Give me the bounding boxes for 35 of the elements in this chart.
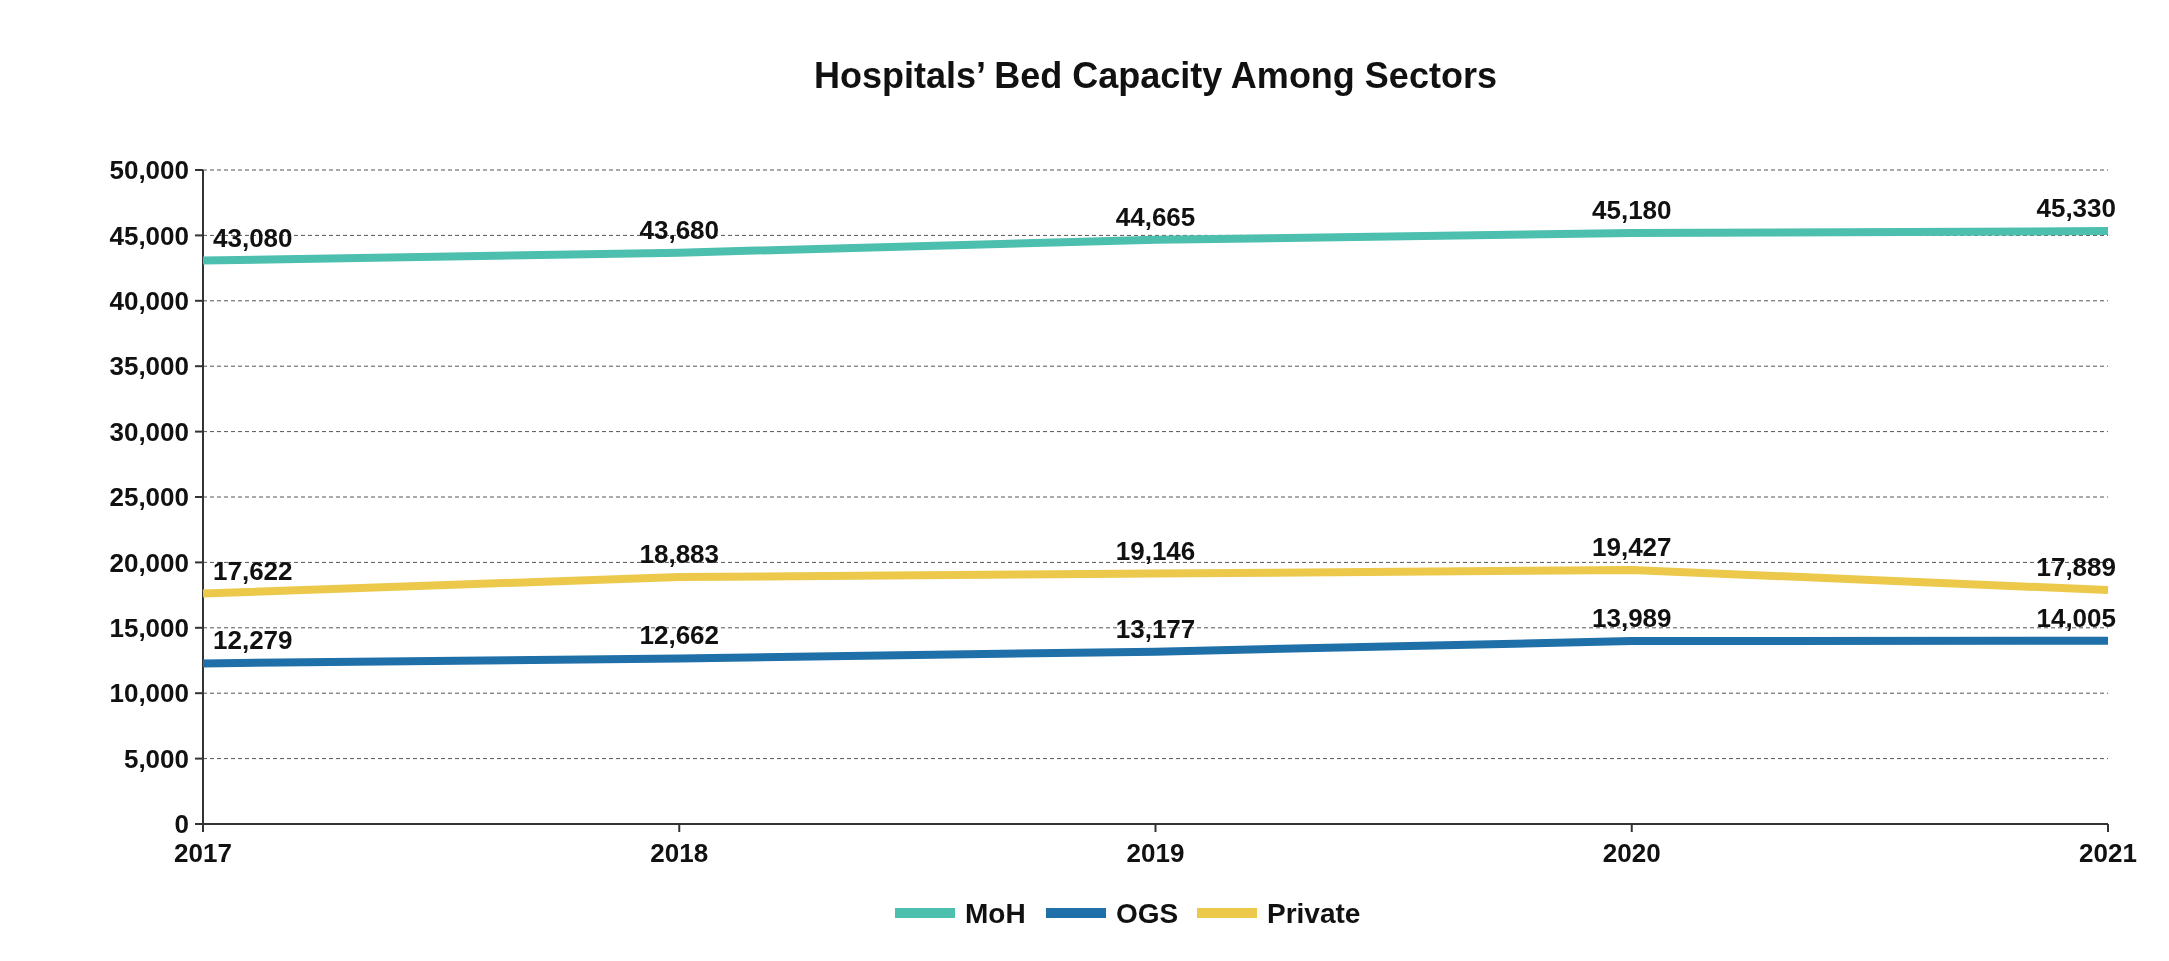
y-tick-label: 10,000 <box>109 678 189 709</box>
y-tick-label: 50,000 <box>109 155 189 186</box>
y-tick-label: 5,000 <box>123 743 189 774</box>
data-label: 19,146 <box>1115 535 1196 566</box>
data-label: 14,005 <box>2036 602 2116 633</box>
x-tick-label: 2019 <box>1126 838 1185 868</box>
data-label: 17,889 <box>2036 552 2116 583</box>
x-tick-label: 2017 <box>174 838 232 868</box>
data-label: 45,330 <box>2036 193 2116 224</box>
data-label: 17,622 <box>213 555 293 586</box>
y-tick-label: 45,000 <box>109 220 189 251</box>
data-label: 45,180 <box>1591 195 1672 226</box>
y-tick-label: 30,000 <box>109 416 189 447</box>
y-tick-label: 20,000 <box>109 547 189 578</box>
y-tick-label: 35,000 <box>109 351 189 382</box>
legend-label: MoH <box>965 897 1026 929</box>
data-label: 13,989 <box>1591 603 1672 634</box>
legend-label: Private <box>1267 897 1361 929</box>
x-tick-label: 2021 <box>2079 838 2137 868</box>
legend-label: OGS <box>1116 897 1179 929</box>
data-label: 19,427 <box>1591 531 1672 562</box>
y-tick-label: 15,000 <box>109 612 189 643</box>
chart-title: Hospitals’ Bed Capacity Among Sectors <box>814 55 1497 96</box>
data-label: 12,662 <box>639 620 720 651</box>
data-label: 44,665 <box>1115 201 1196 232</box>
data-label: 12,279 <box>213 625 293 656</box>
data-label: 18,883 <box>639 539 720 570</box>
x-tick-label: 2018 <box>650 838 709 868</box>
x-tick-label: 2020 <box>1602 838 1661 868</box>
data-label: 43,680 <box>639 214 720 245</box>
y-tick-label: 0 <box>174 809 189 840</box>
y-tick-label: 25,000 <box>109 482 189 513</box>
data-label: 43,080 <box>213 222 293 253</box>
y-tick-label: 40,000 <box>109 285 189 316</box>
data-label: 13,177 <box>1115 613 1196 644</box>
